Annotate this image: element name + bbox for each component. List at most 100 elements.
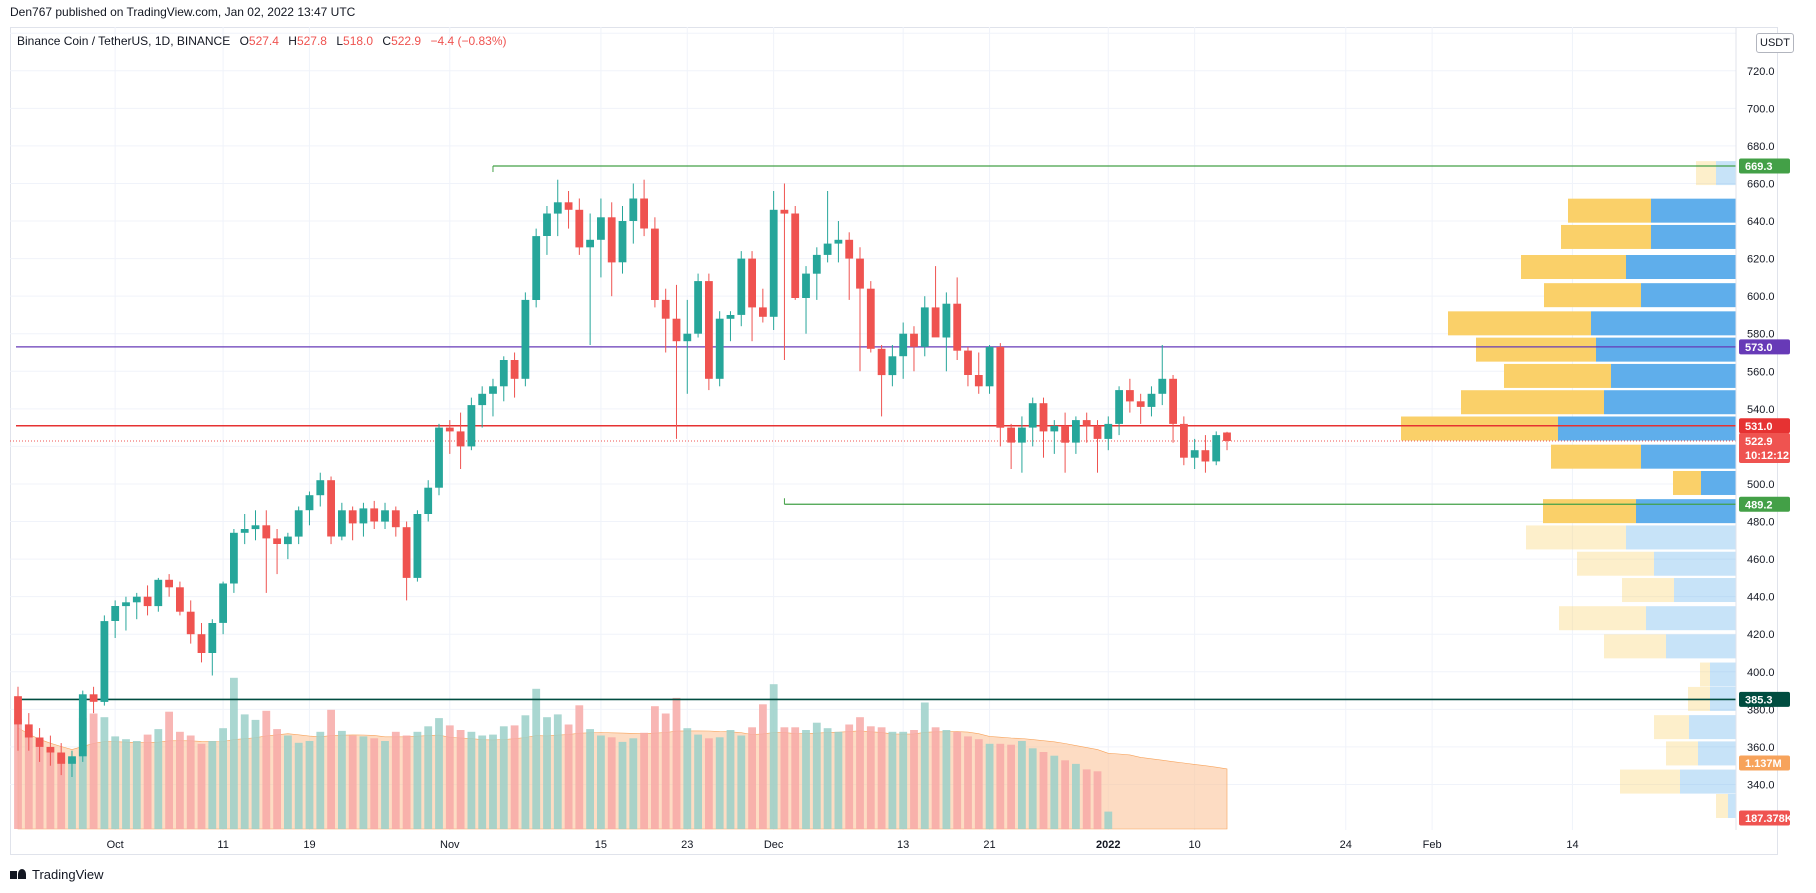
volume-profile-up-bar bbox=[1698, 741, 1736, 766]
volume-bar bbox=[748, 727, 756, 830]
volume-profile-up-bar bbox=[1641, 444, 1736, 469]
horizontal-levels bbox=[16, 165, 1736, 701]
volume-bar bbox=[1039, 752, 1048, 829]
candle-body bbox=[1169, 378, 1177, 424]
candle-body bbox=[920, 307, 929, 347]
volume-profile-down-bar bbox=[1716, 794, 1728, 818]
volume-bar bbox=[726, 730, 735, 829]
volume-profile-down-bar bbox=[1700, 662, 1710, 687]
volume-bar bbox=[618, 741, 627, 829]
time-tick-label: 13 bbox=[897, 839, 909, 851]
volume-bar bbox=[607, 737, 616, 829]
volume-bar bbox=[910, 730, 918, 829]
volume-bar bbox=[532, 688, 541, 830]
time-tick-label: 11 bbox=[217, 839, 228, 851]
volume-profile-up-bar bbox=[1654, 551, 1736, 576]
candle-body bbox=[165, 579, 173, 588]
price-tick-label: 640.0 bbox=[1747, 216, 1775, 228]
volume-bar bbox=[402, 735, 411, 829]
candle-body bbox=[1072, 420, 1080, 443]
candle-body bbox=[402, 527, 411, 578]
candle-body bbox=[57, 752, 66, 764]
candle-body bbox=[305, 495, 314, 511]
candle-body bbox=[618, 221, 627, 263]
volume-profile-down-bar bbox=[1666, 741, 1698, 766]
candle-body bbox=[391, 510, 400, 528]
chart-legend: Binance Coin / TetherUS, 1D, BINANCE O52… bbox=[17, 34, 507, 48]
level-badge-bg bbox=[1739, 158, 1790, 174]
candle-body bbox=[791, 213, 800, 298]
candle-body bbox=[845, 239, 854, 259]
volume-profile-up-bar bbox=[1626, 525, 1736, 550]
volume-bar bbox=[812, 722, 821, 829]
candle-body bbox=[726, 315, 735, 319]
volume-bar bbox=[629, 738, 638, 830]
candle-body bbox=[197, 634, 206, 653]
volume-bar bbox=[996, 743, 1005, 830]
candle-body bbox=[705, 281, 713, 379]
candle-body bbox=[802, 273, 810, 298]
price-tick-label: 720.0 bbox=[1747, 66, 1775, 78]
volume-bar bbox=[24, 732, 33, 830]
currency-selector[interactable]: USDT bbox=[1756, 33, 1794, 53]
candle-body bbox=[683, 333, 692, 342]
volume-profile-up-bar bbox=[1680, 769, 1736, 794]
volume-profile-up-bar bbox=[1604, 390, 1736, 415]
candle-body bbox=[1028, 403, 1037, 428]
volume-profile-up-bar bbox=[1636, 499, 1736, 524]
open-label: O bbox=[239, 34, 249, 48]
price-tick-label: 560.0 bbox=[1747, 366, 1775, 378]
volume-bar bbox=[46, 748, 55, 829]
volume-profile-up-bar bbox=[1728, 794, 1736, 818]
candle-body bbox=[866, 288, 875, 349]
volume-profile-down-bar bbox=[1561, 224, 1651, 249]
volume-bar bbox=[262, 710, 271, 830]
open-value: 527.4 bbox=[248, 34, 279, 48]
candle-body bbox=[910, 333, 918, 347]
candle-body bbox=[370, 508, 379, 522]
time-tick-label: 2022 bbox=[1096, 839, 1120, 851]
volume-bar bbox=[499, 726, 508, 829]
volume-bar bbox=[445, 725, 454, 829]
volume-bar bbox=[456, 730, 465, 829]
candle-body bbox=[240, 529, 249, 533]
close-label: C bbox=[382, 34, 392, 48]
volume-bar bbox=[661, 713, 670, 829]
candle-body bbox=[661, 299, 670, 319]
price-tick-label: 500.0 bbox=[1747, 479, 1775, 491]
candle-body bbox=[672, 318, 681, 342]
candle-body bbox=[1104, 423, 1113, 439]
level-badge-bg bbox=[1739, 496, 1790, 512]
volume-bar bbox=[672, 697, 681, 829]
candle-body bbox=[1223, 432, 1231, 441]
volume-bar bbox=[100, 717, 109, 829]
volume-bar bbox=[122, 739, 130, 829]
candle-body bbox=[186, 611, 195, 635]
candle-body bbox=[964, 350, 972, 375]
volume-profile-down-bar bbox=[1551, 444, 1641, 469]
candle-body bbox=[769, 209, 778, 317]
volume-profile-up-bar bbox=[1641, 283, 1736, 308]
volume-bar bbox=[1007, 744, 1015, 829]
volume-bars bbox=[14, 677, 1113, 830]
last-price-badge: 522.9 bbox=[1745, 436, 1773, 448]
volume-profile-up-bar bbox=[1596, 337, 1736, 362]
tradingview-logo[interactable]: TradingView bbox=[10, 867, 104, 882]
volume-bar bbox=[413, 731, 422, 829]
volume-bar bbox=[208, 741, 217, 829]
volume-bar bbox=[1018, 741, 1026, 829]
price-tick-label: 540.0 bbox=[1747, 404, 1775, 416]
volume-bar bbox=[953, 731, 962, 829]
volume-profile-up-bar bbox=[1666, 634, 1736, 659]
candle-body bbox=[478, 393, 487, 406]
candle-body bbox=[1007, 427, 1015, 443]
volume-profile-down-bar bbox=[1401, 416, 1558, 441]
volume-bar bbox=[1104, 811, 1113, 829]
volume-bar bbox=[165, 711, 173, 829]
candle-body bbox=[445, 427, 454, 432]
volume-bar bbox=[780, 727, 789, 830]
candle-body bbox=[564, 202, 573, 210]
volume-bar bbox=[381, 741, 389, 829]
candle-body bbox=[1093, 425, 1102, 439]
